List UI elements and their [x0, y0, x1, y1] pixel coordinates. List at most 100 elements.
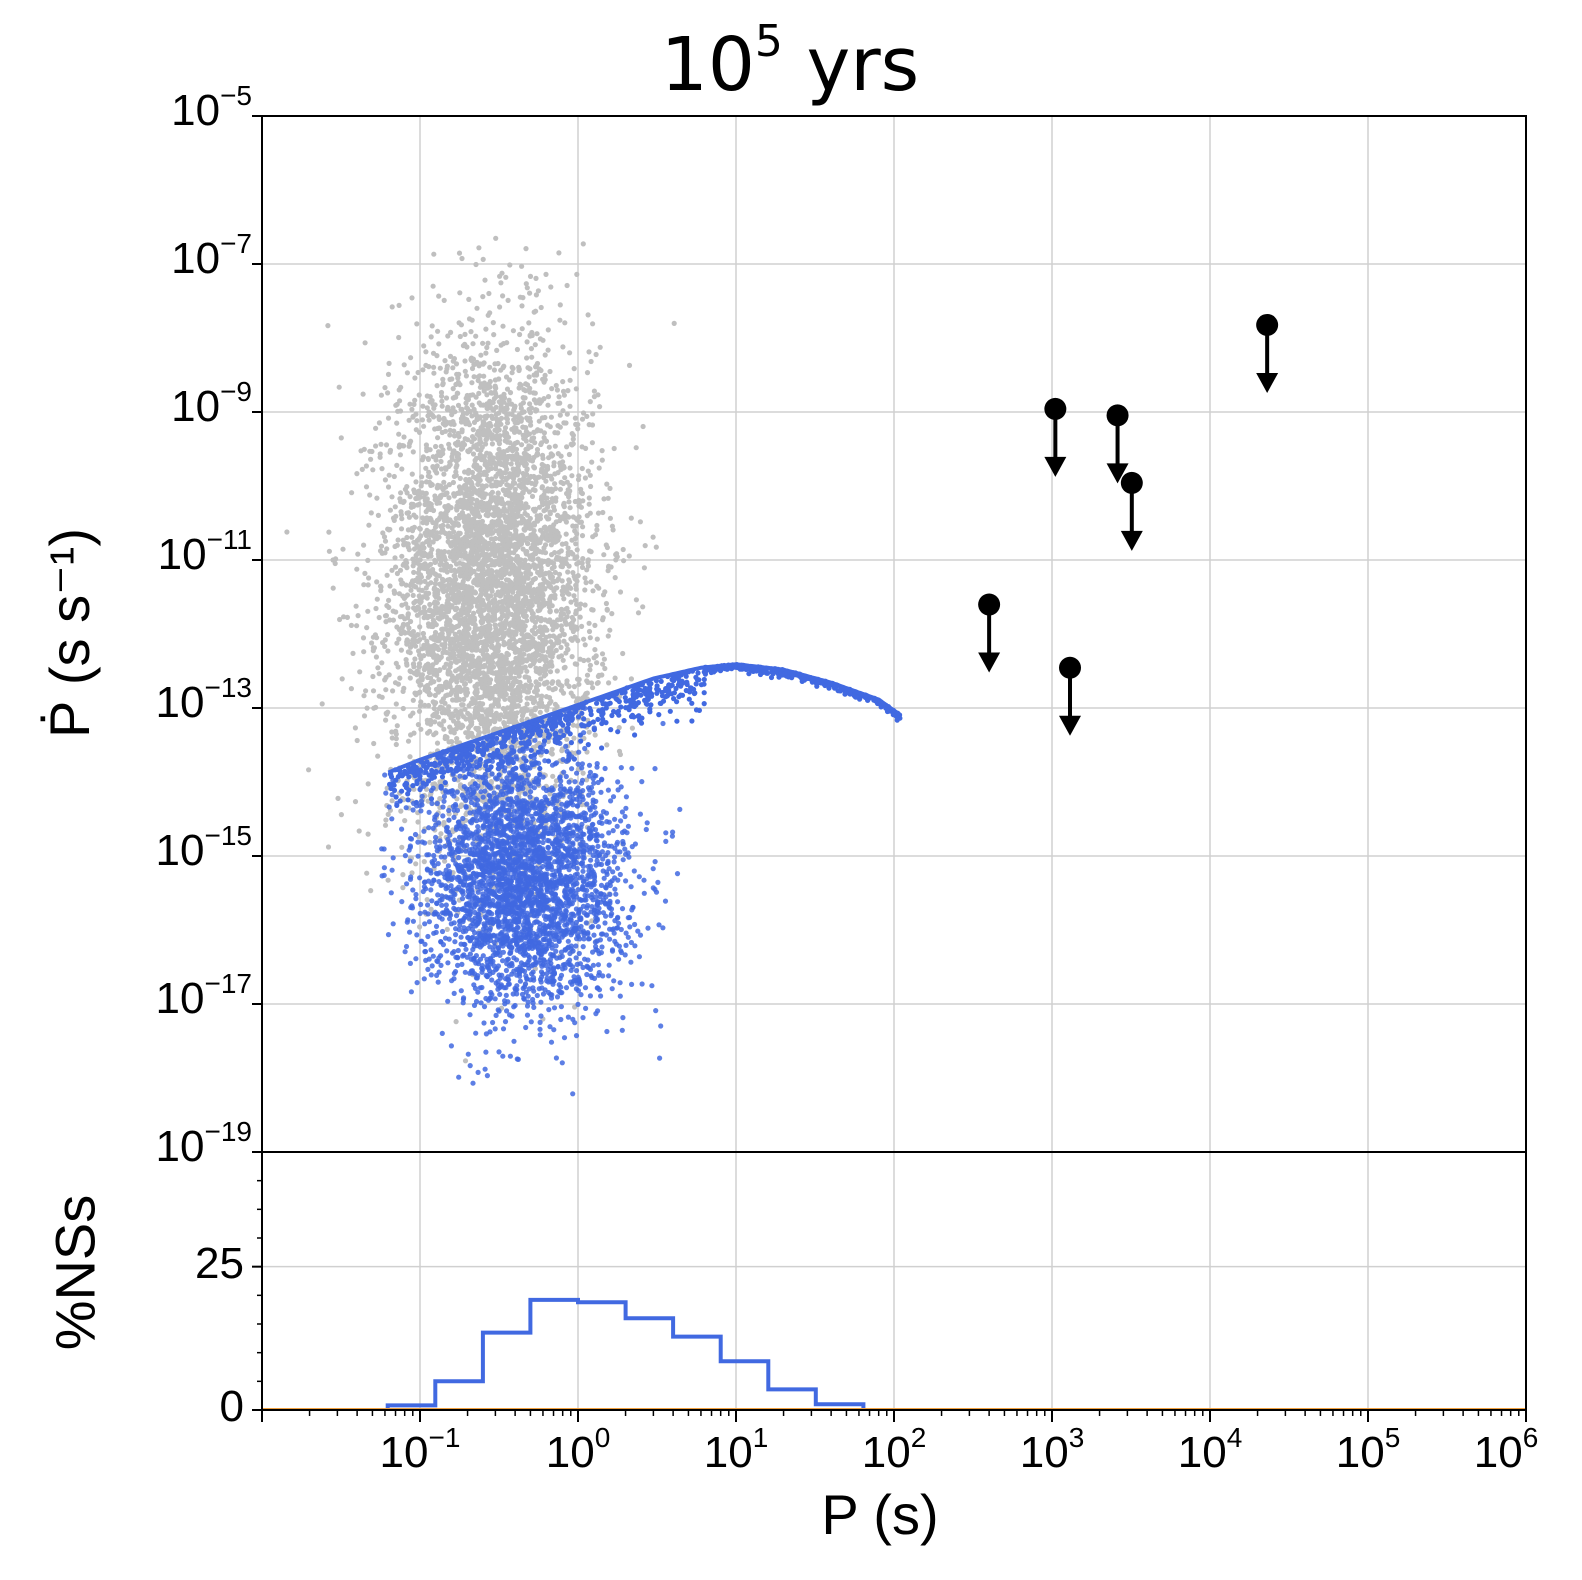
gray-point	[506, 397, 512, 403]
gray-point	[452, 441, 459, 447]
gray-point	[386, 672, 392, 678]
gray-point	[410, 449, 416, 455]
gray-point	[395, 681, 401, 687]
gray-point	[364, 870, 370, 876]
gray-point	[580, 498, 586, 504]
gray-point	[584, 567, 590, 573]
gray-point	[372, 632, 378, 638]
gray-point	[574, 547, 580, 553]
gray-point	[468, 329, 474, 335]
gray-point	[487, 460, 493, 466]
gray-point	[591, 388, 598, 394]
gray-point	[533, 362, 540, 369]
gray-point	[511, 550, 517, 556]
gray-point	[578, 519, 585, 525]
gray-point	[545, 327, 551, 333]
gray-point	[580, 410, 587, 416]
gray-point	[411, 401, 417, 407]
gray-point	[410, 629, 416, 635]
gray-point	[466, 559, 472, 565]
gray-point	[390, 688, 396, 694]
gray-point	[520, 395, 526, 401]
gray-point	[413, 861, 419, 867]
gray-point	[505, 560, 511, 567]
gray-point	[443, 369, 449, 375]
gray-point	[587, 510, 593, 516]
gray-point	[368, 888, 374, 894]
gray-point	[416, 392, 422, 398]
gray-point	[478, 600, 485, 606]
gray-point	[499, 270, 505, 276]
gray-point	[370, 688, 377, 694]
gray-point	[362, 340, 368, 346]
gray-point	[486, 607, 492, 613]
gray-point	[581, 657, 587, 664]
gray-point	[538, 367, 544, 374]
gray-point	[568, 690, 574, 696]
gray-point	[385, 811, 391, 818]
gray-point	[548, 698, 554, 705]
gray-point	[404, 484, 410, 490]
gray-point	[473, 333, 479, 339]
gray-point	[549, 552, 555, 558]
gray-point	[412, 397, 418, 403]
gray-point	[561, 463, 567, 469]
gray-point	[387, 583, 393, 589]
gray-point	[389, 567, 395, 573]
gray-point	[437, 365, 443, 371]
gray-point	[404, 510, 410, 516]
gray-point	[606, 680, 612, 686]
gray-point	[508, 461, 514, 467]
gray-point	[470, 427, 476, 433]
gray-point	[434, 383, 440, 389]
gray-point	[377, 454, 383, 460]
gray-point	[582, 642, 588, 648]
gray-point	[541, 525, 547, 531]
gray-point	[499, 479, 505, 485]
gray-point	[510, 365, 516, 372]
gray-point	[427, 394, 433, 400]
gray-point	[510, 635, 516, 642]
gray-point	[352, 725, 358, 731]
gray-point	[462, 706, 468, 712]
gray-point	[462, 358, 468, 364]
gray-point	[534, 687, 541, 694]
gray-point	[520, 424, 526, 430]
gray-point	[531, 659, 537, 665]
gray-point	[590, 685, 596, 691]
gray-point	[416, 550, 422, 556]
gray-point	[375, 512, 381, 519]
gray-point	[460, 546, 466, 553]
gray-point	[465, 437, 471, 443]
gray-point	[495, 542, 502, 548]
gray-point	[542, 558, 548, 564]
gray-point	[549, 565, 555, 572]
gray-point	[526, 639, 532, 645]
gray-point	[548, 533, 554, 539]
gray-point	[601, 552, 607, 558]
gray-point	[529, 580, 535, 586]
gray-point	[574, 723, 580, 729]
gray-point	[462, 485, 468, 491]
gray-point	[394, 420, 400, 426]
gray-point	[475, 374, 481, 380]
gray-point	[498, 342, 504, 348]
gray-point	[393, 660, 399, 667]
gray-point	[506, 719, 512, 725]
gray-point	[506, 539, 512, 546]
gray-point	[365, 831, 371, 837]
gray-point	[419, 480, 425, 486]
gray-point	[412, 643, 419, 649]
gray-point	[505, 705, 511, 711]
gray-point	[551, 522, 557, 528]
gray-point	[534, 446, 541, 453]
gray-point	[382, 538, 389, 544]
gray-point	[476, 663, 482, 669]
gray-point	[473, 669, 479, 675]
gray-point	[455, 522, 462, 528]
gray-point	[592, 622, 598, 629]
gray-point	[438, 466, 445, 472]
gray-point	[570, 436, 576, 442]
gray-point	[580, 524, 586, 530]
gray-point	[431, 671, 437, 677]
